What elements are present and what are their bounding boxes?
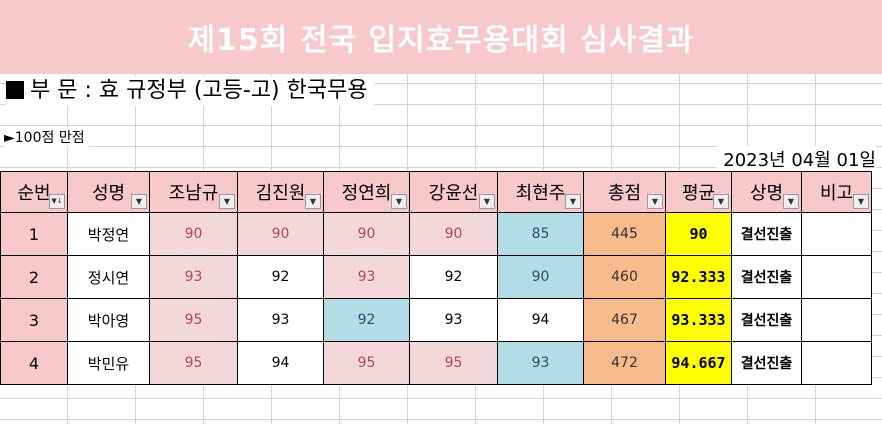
filter-dropdown-icon[interactable]: ▼: [565, 194, 581, 209]
cell-score[interactable]: 94: [237, 341, 324, 385]
title-banner: 제15회 전국 입지효무용대회 심사결과: [0, 0, 882, 74]
cell-total[interactable]: 467: [583, 298, 666, 342]
cell-score[interactable]: 94: [497, 298, 584, 342]
filter-dropdown-icon[interactable]: ▼: [219, 194, 235, 209]
header-cell-judge3[interactable]: 정연희 ▼: [323, 171, 410, 213]
cell-total[interactable]: 472: [583, 341, 666, 385]
filter-dropdown-icon[interactable]: ▼: [131, 194, 147, 209]
cell-score[interactable]: 90: [409, 212, 498, 256]
filter-dropdown-icon[interactable]: ▼: [479, 194, 495, 209]
cell-name[interactable]: 박정연: [67, 212, 150, 256]
cell-score[interactable]: 93: [237, 298, 324, 342]
cell-average[interactable]: 93.333: [665, 298, 732, 342]
cell-total[interactable]: 460: [583, 255, 666, 299]
cell-award[interactable]: 결선진출: [731, 255, 802, 299]
header-row: 순번 ▼↓ 성명 ▼ 조남규 ▼ 김진원 ▼ 정연희 ▼ 강윤선 ▼ 최현주 ▼ 총점 ▼ 평균…: [0, 171, 872, 213]
cell-score[interactable]: 93: [323, 255, 410, 299]
cell-note[interactable]: [801, 298, 872, 342]
cell-score[interactable]: 90: [323, 212, 410, 256]
cell-average[interactable]: 90: [665, 212, 732, 256]
cell-award[interactable]: 결선진출: [731, 341, 802, 385]
filter-dropdown-icon[interactable]: ▼: [305, 194, 321, 209]
page-title: 제15회 전국 입지효무용대회 심사결과: [187, 23, 695, 58]
cell-score[interactable]: 92: [323, 298, 410, 342]
cell-award[interactable]: 결선진출: [731, 298, 802, 342]
sort-filter-icon[interactable]: ▼↓: [49, 194, 65, 209]
cell-score[interactable]: 90: [237, 212, 324, 256]
header-cell-award[interactable]: 상명 ▼: [731, 171, 802, 213]
header-cell-judge2[interactable]: 김진원 ▼: [237, 171, 324, 213]
cell-no[interactable]: 2: [0, 255, 68, 299]
cell-score[interactable]: 90: [497, 255, 584, 299]
cell-score[interactable]: 95: [149, 341, 238, 385]
division-line: 부 문 : 효 규정부 (고등-고) 한국무용: [6, 76, 374, 106]
cell-award[interactable]: 결선진출: [731, 212, 802, 256]
cell-name[interactable]: 박민유: [67, 341, 150, 385]
table-row: 4 박민유 95 94 95 95 93 472 94.667 결선진출: [0, 341, 872, 385]
header-cell-name[interactable]: 성명 ▼: [67, 171, 150, 213]
cell-no[interactable]: 1: [0, 212, 68, 256]
cell-name[interactable]: 박아영: [67, 298, 150, 342]
filter-dropdown-icon[interactable]: ▼: [783, 194, 799, 209]
cell-no[interactable]: 4: [0, 341, 68, 385]
cell-score[interactable]: 95: [409, 341, 498, 385]
header-cell-no[interactable]: 순번 ▼↓: [0, 171, 68, 213]
cell-score[interactable]: 92: [237, 255, 324, 299]
filter-dropdown-icon[interactable]: ▼: [647, 194, 663, 209]
division-label: 부 문 : 효 규정부 (고등-고) 한국무용: [30, 78, 368, 103]
filter-dropdown-icon[interactable]: ▼: [713, 194, 729, 209]
filter-dropdown-icon[interactable]: ▼: [853, 194, 869, 209]
cell-note[interactable]: [801, 212, 872, 256]
cell-score[interactable]: 93: [149, 255, 238, 299]
header-cell-note[interactable]: 비고 ▼: [801, 171, 872, 213]
results-table: 순번 ▼↓ 성명 ▼ 조남규 ▼ 김진원 ▼ 정연희 ▼ 강윤선 ▼ 최현주 ▼ 총점 ▼ 평균…: [0, 171, 872, 385]
cell-total[interactable]: 445: [583, 212, 666, 256]
cell-name[interactable]: 정시연: [67, 255, 150, 299]
header-cell-average[interactable]: 평균 ▼: [665, 171, 732, 213]
cell-score[interactable]: 93: [409, 298, 498, 342]
cell-score[interactable]: 93: [497, 341, 584, 385]
full-mark-note: ►100점 만점: [4, 127, 89, 147]
cell-score[interactable]: 85: [497, 212, 584, 256]
result-date: 2023년 04월 01일: [717, 146, 876, 172]
header-cell-judge5[interactable]: 최현주 ▼: [497, 171, 584, 213]
cell-note[interactable]: [801, 255, 872, 299]
filter-dropdown-icon[interactable]: ▼: [391, 194, 407, 209]
header-cell-judge4[interactable]: 강윤선 ▼: [409, 171, 498, 213]
table-row: 1 박정연 90 90 90 90 85 445 90 결선진출: [0, 212, 872, 256]
cell-score[interactable]: 95: [323, 341, 410, 385]
cell-note[interactable]: [801, 341, 872, 385]
cell-average[interactable]: 94.667: [665, 341, 732, 385]
cell-score[interactable]: 95: [149, 298, 238, 342]
square-bullet-icon: [6, 81, 24, 99]
cell-no[interactable]: 3: [0, 298, 68, 342]
cell-score[interactable]: 92: [409, 255, 498, 299]
header-cell-judge1[interactable]: 조남규 ▼: [149, 171, 238, 213]
header-cell-total[interactable]: 총점 ▼: [583, 171, 666, 213]
cell-average[interactable]: 92.333: [665, 255, 732, 299]
table-row: 2 정시연 93 92 93 92 90 460 92.333 결선진출: [0, 255, 872, 299]
table-row: 3 박아영 95 93 92 93 94 467 93.333 결선진출: [0, 298, 872, 342]
cell-score[interactable]: 90: [149, 212, 238, 256]
